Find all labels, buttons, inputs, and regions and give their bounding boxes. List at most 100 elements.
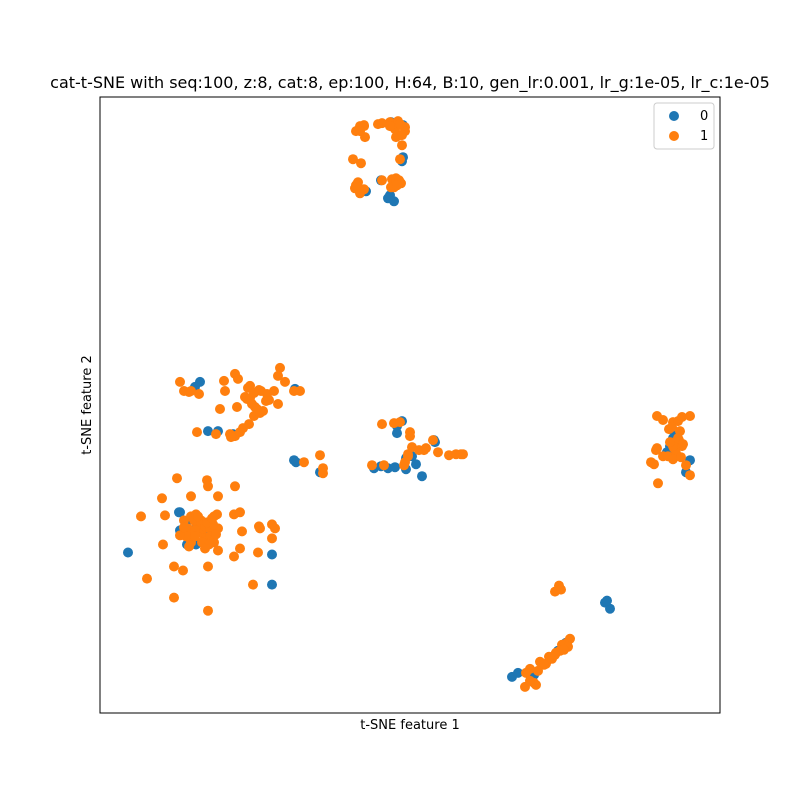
scatter-point-series-1-222 <box>397 130 407 141</box>
scatter-point-series-1-173 <box>668 454 678 465</box>
scatter-point-series-0-45 <box>411 459 421 470</box>
scatter-point-series-1-109 <box>235 543 245 554</box>
scatter-point-series-1-24 <box>219 375 229 386</box>
scatter-point-series-1-114 <box>255 523 265 534</box>
scatter-point-series-1-159 <box>677 412 687 422</box>
scatter-point-series-1-123 <box>211 529 221 540</box>
scatter-point-series-1-86 <box>142 573 152 584</box>
scatter-point-series-1-88 <box>203 605 213 616</box>
scatter-point-series-1-78 <box>158 539 168 550</box>
scatter-point-series-1-146 <box>421 443 431 454</box>
scatter-point-series-1-206 <box>533 665 543 676</box>
scatter-point-series-1-82 <box>203 561 213 572</box>
scatter-point-series-1-160 <box>685 411 695 421</box>
scatter-point-series-0-9 <box>389 196 399 207</box>
scatter-point-series-1-53 <box>211 429 221 440</box>
scatter-point-series-1-187 <box>556 584 566 595</box>
scatter-point-series-0-62 <box>602 595 612 606</box>
scatter-point-series-1-49 <box>186 386 196 396</box>
scatter-point-series-1-80 <box>253 547 263 558</box>
scatter-point-series-1-52 <box>192 427 202 438</box>
scatter-point-series-0-30 <box>267 579 277 590</box>
plot-background <box>100 97 720 713</box>
scatter-point-series-1-87 <box>169 592 179 603</box>
scatter-point-series-0-18 <box>291 457 301 468</box>
scatter-point-series-1-37 <box>220 386 230 396</box>
plot-area <box>99 96 721 714</box>
scatter-point-series-1-79 <box>229 551 239 562</box>
scatter-point-series-1-204 <box>559 644 569 655</box>
scatter-point-series-1-216 <box>377 118 387 129</box>
scatter-point-series-1-63 <box>226 432 236 443</box>
y-axis-label: t-SNE feature 2 <box>80 355 95 454</box>
scatter-point-series-1-74 <box>160 510 170 521</box>
scatter-point-series-1-133 <box>318 468 328 479</box>
scatter-point-series-1-10 <box>355 188 365 199</box>
scatter-point-series-1-50 <box>280 376 290 387</box>
scatter-point-series-1-83 <box>178 565 188 576</box>
scatter-point-series-0-16 <box>203 426 213 437</box>
scatter-point-series-1-31 <box>275 362 285 373</box>
scatter-point-series-1-195 <box>521 667 531 678</box>
legend-box <box>653 102 715 150</box>
scatter-point-series-1-156 <box>658 415 668 425</box>
scatter-point-series-1-58 <box>244 419 254 430</box>
scatter-point-series-1-128 <box>200 543 210 554</box>
legend-label-series-1: 1 <box>700 129 708 144</box>
scatter-point-series-1-189 <box>565 633 575 644</box>
scatter-point-series-1-135 <box>379 460 389 471</box>
scatter-point-series-1-208 <box>525 675 535 686</box>
scatter-point-series-1-126 <box>213 545 223 556</box>
scatter-point-series-0-32 <box>174 507 184 518</box>
scatter-point-series-1-67 <box>186 491 196 502</box>
legend: 0 1 <box>653 102 715 150</box>
scatter-point-series-1-207 <box>550 649 560 660</box>
scatter-point-series-1-60 <box>255 408 265 418</box>
scatter-point-series-1-181 <box>681 460 691 471</box>
scatter-point-series-1-180 <box>653 478 663 489</box>
scatter-point-series-1-38 <box>232 402 242 412</box>
scatter-point-series-1-214 <box>355 126 365 137</box>
scatter-point-series-1-144 <box>428 435 438 446</box>
scatter-point-series-1-145 <box>433 447 443 458</box>
scatter-point-series-1-205 <box>539 659 549 670</box>
scatter-point-series-1-154 <box>377 419 387 430</box>
scatter-point-series-1-225 <box>392 180 402 191</box>
scatter-point-series-1-69 <box>230 481 240 492</box>
scatter-point-series-1-169 <box>665 437 675 448</box>
legend-label-series-0: 0 <box>700 109 708 124</box>
scatter-point-series-1-85 <box>248 579 258 590</box>
scatter-point-series-1-125 <box>179 522 189 533</box>
scatter-point-series-1-42 <box>254 385 264 395</box>
scatter-point-series-1-129 <box>207 513 217 524</box>
scatter-point-series-0-35 <box>392 428 402 439</box>
scatter-point-series-1-124 <box>175 530 185 541</box>
scatter-point-series-1-127 <box>237 526 247 537</box>
scatter-point-series-0-42 <box>390 462 400 473</box>
scatter-point-series-1-113 <box>267 533 277 544</box>
series-layer <box>123 116 695 692</box>
scatter-point-series-1-178 <box>651 445 661 456</box>
scatter-point-series-1-120 <box>193 511 203 522</box>
scatter-point-series-1-184 <box>678 439 688 450</box>
scatter-point-series-1-26 <box>233 373 243 384</box>
scatter-point-series-1-20 <box>356 158 366 169</box>
legend-marker-series-1 <box>669 131 679 141</box>
plot-frame <box>99 96 721 714</box>
scatter-point-series-1-223 <box>395 119 405 130</box>
scatter-point-series-1-34 <box>295 386 305 396</box>
scatter-point-series-1-73 <box>136 511 146 522</box>
series-1-points <box>136 116 695 692</box>
scatter-point-series-1-70 <box>203 481 213 492</box>
scatter-point-series-1-66 <box>157 493 167 504</box>
scatter-point-series-0-38 <box>417 471 427 482</box>
scatter-point-series-1-121 <box>190 531 200 542</box>
scatter-point-series-1-182 <box>676 452 686 463</box>
scatter-point-series-1-134 <box>367 460 377 471</box>
scatter-point-series-1-177 <box>649 459 659 470</box>
scatter-point-series-1-175 <box>667 422 677 433</box>
scatter-point-series-1-14 <box>397 140 407 151</box>
legend-marker-series-0 <box>669 111 679 121</box>
scatter-point-series-0-57 <box>513 667 523 678</box>
